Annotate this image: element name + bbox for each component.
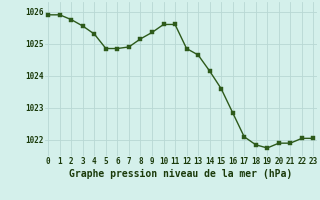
X-axis label: Graphe pression niveau de la mer (hPa): Graphe pression niveau de la mer (hPa) bbox=[69, 169, 292, 179]
